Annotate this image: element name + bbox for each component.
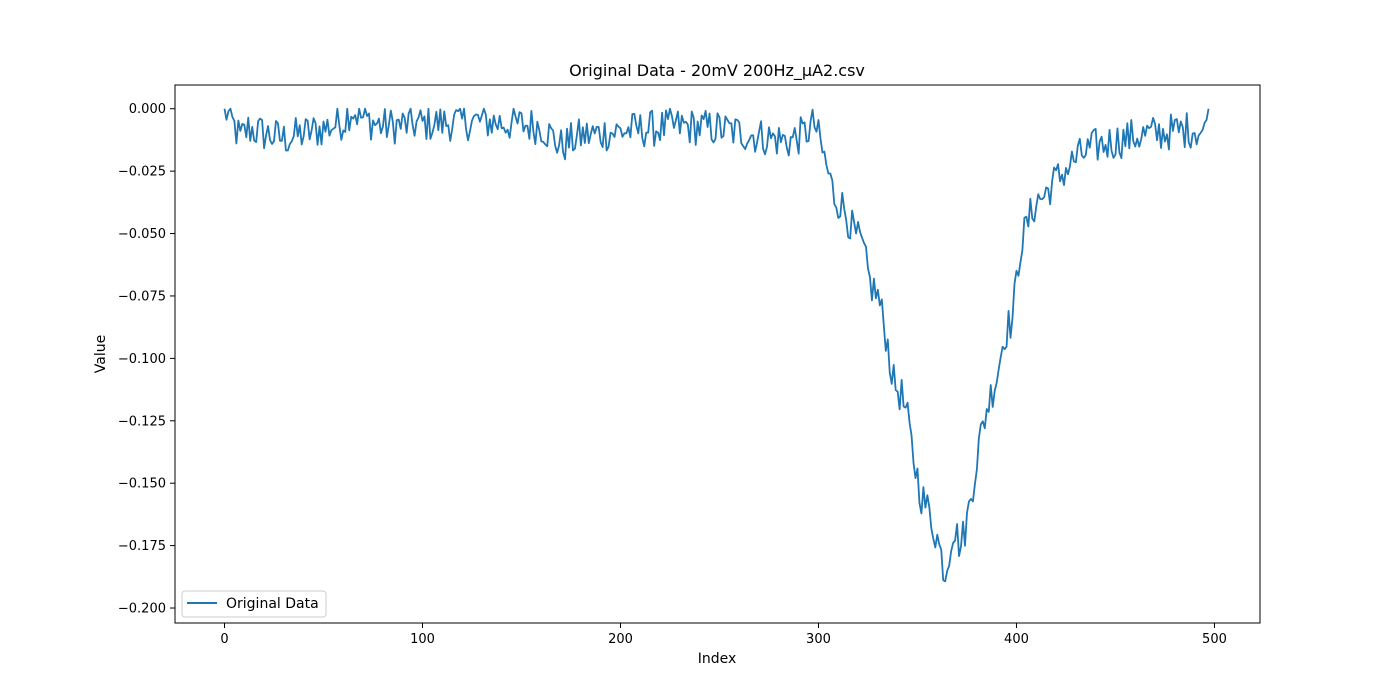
x-tick-label: 500	[1202, 632, 1227, 647]
y-tick-label: −0.025	[118, 165, 166, 180]
y-axis: 0.000 −0.025 −0.050 −0.075 −0.100 −0.125 −0.15…	[118, 102, 175, 617]
legend: Original Data	[181, 590, 327, 618]
y-tick-label: −0.125	[118, 414, 166, 429]
x-tick-label: 0	[220, 632, 228, 647]
x-tick-label: 400	[1004, 632, 1029, 647]
plot-area	[174, 84, 1261, 624]
y-tick-label: 0.000	[129, 102, 166, 117]
y-tick-label: −0.050	[118, 227, 166, 242]
series-layer	[223, 107, 1210, 583]
legend-label: Original Data	[226, 596, 319, 612]
x-tick-label: 200	[608, 632, 633, 647]
x-tick-label: 300	[806, 632, 831, 647]
y-tick-label: −0.150	[118, 477, 166, 492]
y-tick-label: −0.200	[118, 602, 166, 617]
y-tick-label: −0.075	[118, 289, 166, 304]
axes-frame	[174, 84, 1261, 624]
x-axis-label: Index	[698, 651, 737, 667]
series-line-original-data	[223, 107, 1210, 583]
x-tick-label: 100	[410, 632, 435, 647]
x-axis: 0 100 200 300 400 500	[220, 623, 1227, 647]
chart-title: Original Data - 20mV 200Hz_µA2.csv	[569, 61, 865, 81]
y-tick-label: −0.175	[118, 539, 166, 554]
y-tick-label: −0.100	[118, 352, 166, 367]
legend-box	[181, 590, 327, 618]
y-axis-label: Value	[93, 335, 109, 373]
